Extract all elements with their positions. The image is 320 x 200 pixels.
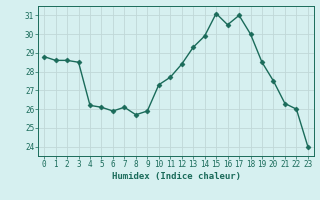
X-axis label: Humidex (Indice chaleur): Humidex (Indice chaleur) — [111, 172, 241, 181]
